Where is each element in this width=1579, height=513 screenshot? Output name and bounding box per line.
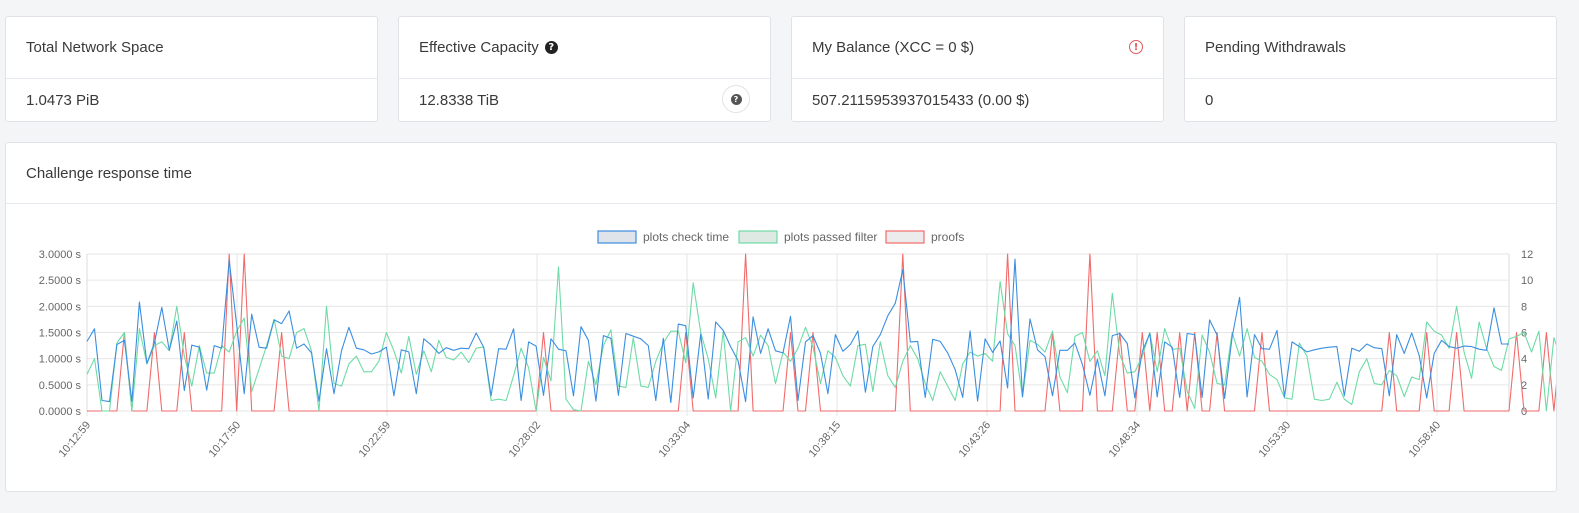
series-line-plots-check-time <box>86 258 1509 404</box>
card-title: Pending Withdrawals <box>1185 17 1556 79</box>
y-right-tick-label: 4 <box>1521 354 1527 366</box>
legend-label: plots passed filter <box>784 230 877 244</box>
question-icon: ? <box>730 93 742 105</box>
x-tick-label: 10:12:59 <box>57 419 94 460</box>
x-tick-label: 10:53:30 <box>1257 419 1294 460</box>
card-title: Effective Capacity <box>419 39 539 56</box>
series-line-proofs <box>87 253 1556 412</box>
legend-swatch-plots-passed-filter <box>738 230 778 244</box>
stat-card-network-space: Total Network Space 1.0473 PiB <box>5 16 378 122</box>
help-button[interactable]: ? <box>722 85 750 113</box>
stat-card-balance: My Balance (XCC = 0 $) ! 507.21159539370… <box>791 16 1164 122</box>
card-title: Total Network Space <box>6 17 377 79</box>
legend-label: plots check time <box>643 230 729 244</box>
y-right-tick-label: 2 <box>1521 380 1527 392</box>
y-right-tick-label: 0 <box>1521 406 1527 418</box>
y-right-tick-label: 10 <box>1521 275 1533 287</box>
x-tick-label: 10:28:02 <box>507 419 544 460</box>
x-tick-label: 10:22:59 <box>357 419 394 460</box>
series-line-plots-passed-filter <box>86 266 1556 412</box>
card-header: Effective Capacity ? <box>399 17 770 79</box>
legend-swatch-plots-check-time <box>597 230 637 244</box>
card-body: 12.8338 TiB ? <box>399 79 770 121</box>
stat-card-pending-withdrawals: Pending Withdrawals 0 <box>1184 16 1557 122</box>
x-tick-label: 10:48:34 <box>1107 419 1144 460</box>
stat-card-effective-capacity: Effective Capacity ? 12.8338 TiB ? <box>398 16 771 122</box>
warning-circle-icon[interactable]: ! <box>1129 40 1143 54</box>
y-left-tick-label: 1.0000 s <box>39 354 82 366</box>
chart-card-title: Challenge response time <box>6 143 1556 204</box>
y-right-tick-label: 8 <box>1521 301 1527 313</box>
y-left-tick-label: 1.5000 s <box>39 328 82 340</box>
legend-swatch-proofs <box>885 230 925 244</box>
challenge-response-chart: 0.0000 s 00.5000 s 21.0000 s 41.5000 s 62.00… <box>39 230 1556 460</box>
card-value: 12.8338 TiB <box>419 91 500 109</box>
y-right-tick-label: 12 <box>1521 249 1533 261</box>
x-tick-label: 10:58:40 <box>1407 419 1444 460</box>
y-left-tick-label: 0.0000 s <box>39 406 82 418</box>
x-tick-label: 10:17:50 <box>207 419 244 460</box>
chart-card-challenge-response: Challenge response time 0.0000 s 0 0.5000 … <box>5 142 1557 492</box>
card-header: My Balance (XCC = 0 $) ! <box>792 17 1163 79</box>
x-tick-label: 10:33:04 <box>657 419 694 460</box>
card-title: My Balance (XCC = 0 $) <box>812 39 975 56</box>
card-value: 1.0473 PiB <box>26 91 100 109</box>
question-circle-icon[interactable]: ? <box>544 41 558 54</box>
card-value: 0 <box>1205 91 1214 109</box>
y-left-tick-label: 2.0000 s <box>39 301 82 313</box>
x-tick-label: 10:43:26 <box>957 419 994 460</box>
y-left-tick-label: 2.5000 s <box>39 275 82 287</box>
x-tick-label: 10:38:15 <box>807 419 844 460</box>
card-value: 507.2115953937015433 (0.00 $) <box>812 91 1030 109</box>
legend-label: proofs <box>931 230 964 244</box>
y-left-tick-label: 0.5000 s <box>39 380 82 392</box>
y-left-tick-label: 3.0000 s <box>39 249 82 261</box>
